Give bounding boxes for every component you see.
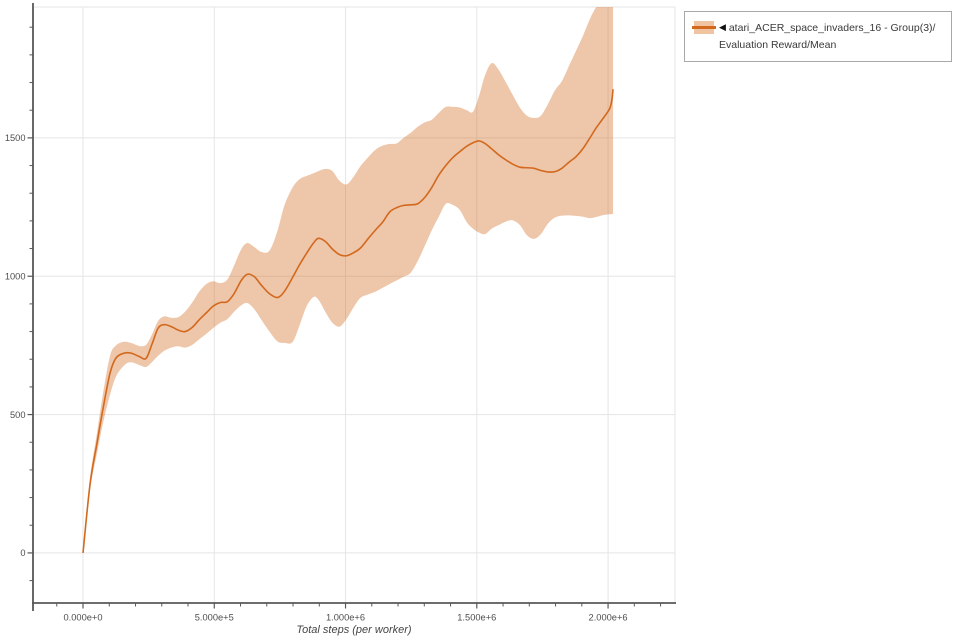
x-tick-label: 2.000e+6 bbox=[589, 613, 628, 623]
reward-mean-line bbox=[82, 89, 614, 554]
reward-minmax-band bbox=[83, 7, 614, 553]
y-tick-label: 1000 bbox=[5, 271, 26, 281]
legend-box[interactable]: ◀ atari_ACER_space_invaders_16 - Group(3… bbox=[684, 11, 952, 62]
collapse-triangle-icon[interactable]: ◀ bbox=[719, 22, 726, 32]
legend-entry[interactable]: ◀ atari_ACER_space_invaders_16 - Group(3… bbox=[719, 19, 942, 54]
series-line-icon bbox=[692, 26, 716, 29]
x-tick-label: 0.000e+0 bbox=[63, 613, 102, 623]
x-tick-label: 1.000e+6 bbox=[326, 613, 365, 623]
x-tick-label: 5.000e+5 bbox=[195, 613, 234, 623]
x-axis-title: Total steps (per worker) bbox=[296, 624, 411, 636]
x-tick-label: 1.500e+6 bbox=[457, 613, 496, 623]
y-tick-label: 500 bbox=[10, 410, 26, 420]
y-tick-label: 1500 bbox=[5, 133, 26, 143]
legend-label: atari_ACER_space_invaders_16 - Group(3)/… bbox=[719, 22, 936, 51]
series-color-swatch-icon bbox=[692, 21, 716, 34]
y-tick-label: 0 bbox=[20, 548, 25, 558]
